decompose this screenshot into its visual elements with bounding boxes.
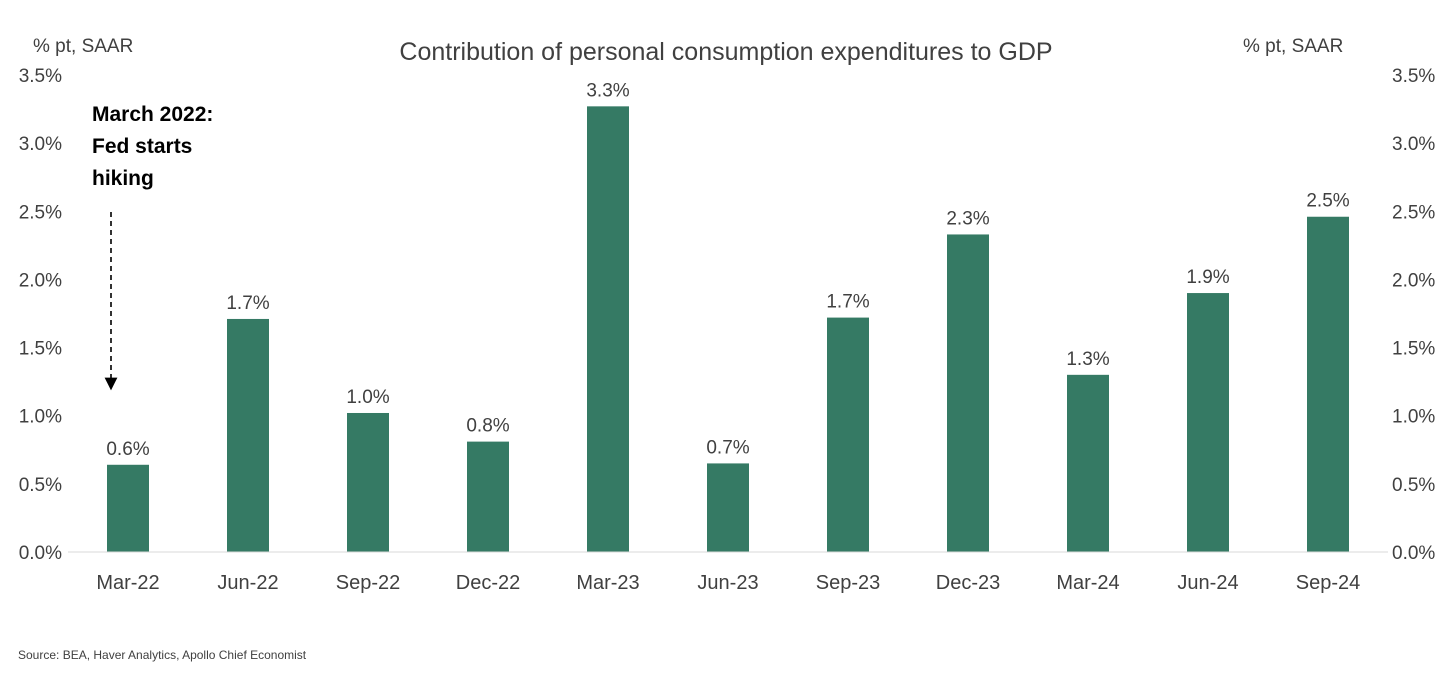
chart-title: Contribution of personal consumption exp… xyxy=(399,38,1052,66)
x-category-label: Dec-22 xyxy=(456,572,520,594)
y-tick-left: 2.0% xyxy=(19,270,62,291)
bar xyxy=(107,464,149,552)
y-tick-right: 3.0% xyxy=(1392,134,1435,155)
y-axis-right-unit: % pt, SAAR xyxy=(1243,36,1343,57)
bar-series xyxy=(107,106,1349,553)
y-tick-left: 3.0% xyxy=(19,134,62,155)
bar-value-label: 0.7% xyxy=(706,437,749,458)
y-tick-left: 1.0% xyxy=(19,407,62,428)
x-category-label: Sep-24 xyxy=(1296,572,1361,594)
bar-value-label: 1.7% xyxy=(826,292,869,313)
y-tick-left: 0.0% xyxy=(19,543,62,564)
bar-value-label: 1.7% xyxy=(226,293,269,314)
bar-value-label: 0.6% xyxy=(106,439,149,460)
annotation-line-1: March 2022: xyxy=(92,103,213,126)
x-axis-categories: Mar-22 Jun-22 Sep-22 Dec-22 Mar-23 Jun-23 Sep-… xyxy=(96,572,1360,594)
y-tick-left: 0.5% xyxy=(19,475,62,496)
bar xyxy=(587,106,629,553)
bar xyxy=(347,412,389,552)
y-axis-left-unit: % pt, SAAR xyxy=(33,36,133,57)
y-tick-right: 1.5% xyxy=(1392,339,1435,360)
bar xyxy=(1307,216,1349,553)
bar-value-label: 3.3% xyxy=(586,80,629,101)
x-category-label: Jun-23 xyxy=(697,572,758,594)
x-category-label: Mar-24 xyxy=(1056,572,1119,594)
x-category-label: Sep-23 xyxy=(816,572,881,594)
y-tick-left: 1.5% xyxy=(19,339,62,360)
x-category-label: Jun-22 xyxy=(217,572,278,594)
y-axis-right: 0.0% 0.5% 1.0% 1.5% 2.0% 2.5% 3.0% 3.5% xyxy=(1392,66,1435,564)
bar-value-label: 1.0% xyxy=(346,387,389,408)
pce-contribution-bar-chart: Contribution of personal consumption exp… xyxy=(19,36,1436,594)
bar-value-label: 0.8% xyxy=(466,416,509,437)
x-category-label: Mar-22 xyxy=(96,572,159,594)
y-tick-right: 3.5% xyxy=(1392,66,1435,87)
bar xyxy=(1067,374,1109,552)
bar xyxy=(467,441,509,552)
bar xyxy=(827,317,869,552)
x-category-label: Dec-23 xyxy=(936,572,1000,594)
y-tick-left: 2.5% xyxy=(19,202,62,223)
bar xyxy=(707,463,749,552)
bar xyxy=(947,234,989,552)
fed-hiking-annotation: March 2022: Fed starts hiking xyxy=(92,103,213,391)
bar-value-label: 2.3% xyxy=(946,208,989,229)
source-note: Source: BEA, Haver Analytics, Apollo Chi… xyxy=(18,648,307,662)
value-labels: 0.6% 1.7% 1.0% 0.8% 3.3% 0.7% 1.7% 2.3% 1.3% 1.9%… xyxy=(106,80,1349,459)
bar xyxy=(1187,293,1229,552)
y-tick-right: 2.0% xyxy=(1392,270,1435,291)
bar xyxy=(227,318,269,552)
bar-value-label: 1.3% xyxy=(1066,349,1109,370)
y-tick-right: 0.5% xyxy=(1392,475,1435,496)
y-tick-right: 0.0% xyxy=(1392,543,1435,564)
y-axis-left: 0.0% 0.5% 1.0% 1.5% 2.0% 2.5% 3.0% 3.5% xyxy=(19,66,62,564)
annotation-line-2: Fed starts xyxy=(92,135,192,158)
annotation-line-3: hiking xyxy=(92,167,154,190)
x-category-label: Jun-24 xyxy=(1177,572,1238,594)
x-category-label: Mar-23 xyxy=(576,572,639,594)
y-tick-left: 3.5% xyxy=(19,66,62,87)
bar-value-label: 1.9% xyxy=(1186,267,1229,288)
bar-value-label: 2.5% xyxy=(1306,191,1349,212)
y-tick-right: 1.0% xyxy=(1392,407,1435,428)
x-category-label: Sep-22 xyxy=(336,572,401,594)
y-tick-right: 2.5% xyxy=(1392,202,1435,223)
